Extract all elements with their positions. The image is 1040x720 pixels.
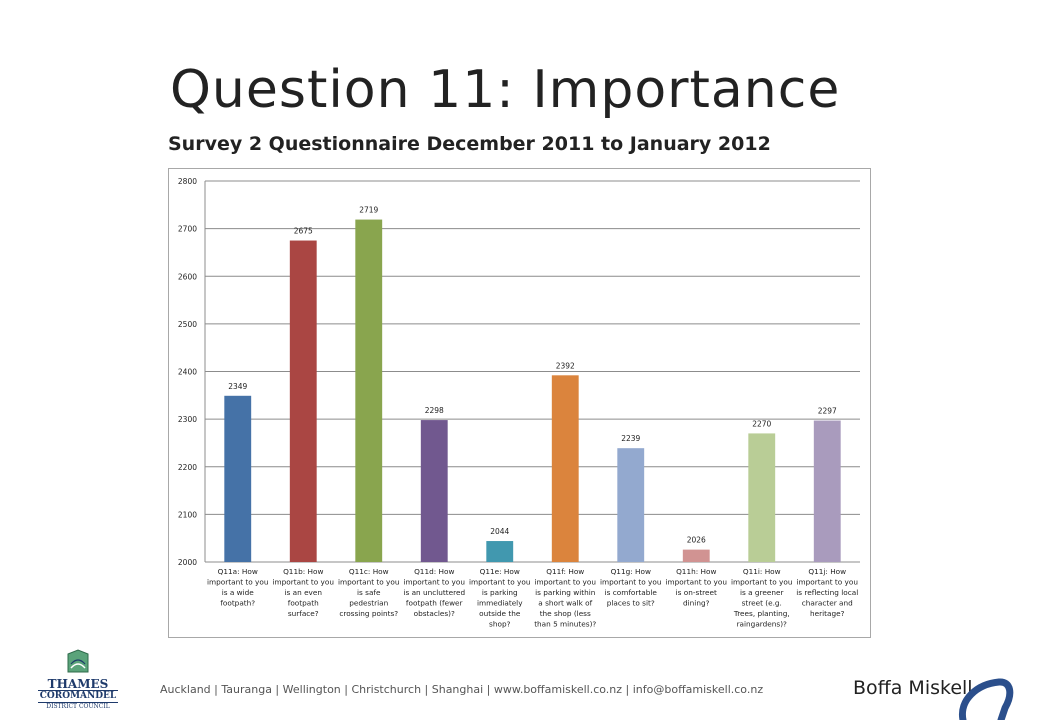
x-tick-label: outside the: [479, 609, 521, 618]
x-tick-label: is parking: [482, 588, 518, 597]
x-tick-label: Q11a: How: [218, 567, 258, 576]
data-label: 2675: [294, 227, 313, 236]
data-label: 2392: [556, 361, 575, 370]
y-tick-label: 2800: [178, 177, 197, 186]
data-label: 2719: [359, 206, 378, 215]
slide-title: Question 11: Importance: [170, 60, 841, 120]
data-label: 2349: [228, 382, 247, 391]
council-logo: THAMES COROMANDEL DISTRICT COUNCIL: [38, 648, 118, 714]
x-tick-label: than 5 minutes)?: [534, 620, 596, 629]
x-tick-label: important to you: [797, 578, 858, 587]
bar: [224, 395, 252, 562]
data-label: 2239: [621, 434, 640, 443]
x-tick-label: surface?: [288, 609, 319, 618]
x-tick-label: footpath (fewer: [406, 599, 463, 608]
x-tick-label: is a greener: [740, 588, 784, 597]
x-tick-label: pedestrian: [349, 599, 388, 608]
x-tick-label: is parking within: [535, 588, 595, 597]
data-label: 2298: [425, 406, 444, 415]
x-tick-label: Q11j: How: [808, 567, 846, 576]
bar: [289, 240, 317, 562]
x-tick-label: important to you: [207, 578, 268, 587]
bar: [748, 433, 776, 562]
x-tick-label: obstacles)?: [414, 609, 455, 618]
y-tick-label: 2300: [178, 415, 197, 424]
brand-swoosh-icon: [958, 678, 1014, 720]
x-tick-label: important to you: [404, 578, 465, 587]
x-tick-label: important to you: [535, 578, 596, 587]
x-tick-label: footpath: [288, 599, 319, 608]
x-tick-label: Q11f: How: [546, 567, 584, 576]
council-logo-line1: THAMES: [47, 677, 109, 691]
data-label: 2297: [818, 407, 837, 416]
y-tick-label: 2600: [178, 272, 197, 281]
bar: [682, 549, 710, 562]
bar: [486, 541, 514, 562]
x-tick-label: places to sit?: [607, 599, 655, 608]
y-tick-label: 2000: [178, 558, 197, 567]
x-tick-label: dining?: [683, 599, 710, 608]
x-tick-label: the shop (less: [540, 609, 591, 618]
slide-subtitle: Survey 2 Questionnaire December 2011 to …: [168, 133, 771, 155]
council-logo-line3: DISTRICT COUNCIL: [46, 703, 110, 710]
x-tick-label: shop?: [489, 620, 511, 629]
x-tick-label: heritage?: [810, 609, 845, 618]
brand-name: Boffa Miskell: [853, 677, 973, 699]
bar: [355, 219, 383, 563]
bar: [617, 448, 645, 562]
data-label: 2026: [687, 536, 706, 545]
footer-offices-text: Auckland | Tauranga | Wellington | Chris…: [160, 683, 764, 696]
x-tick-label: important to you: [338, 578, 399, 587]
x-tick-label: is comfortable: [605, 588, 658, 597]
x-tick-label: Q11c: How: [349, 567, 389, 576]
x-tick-label: Q11b: How: [283, 567, 323, 576]
data-label: 2044: [490, 527, 509, 536]
y-tick-label: 2100: [178, 510, 197, 519]
y-tick-label: 2500: [178, 320, 197, 329]
council-emblem-icon: [67, 649, 89, 673]
x-tick-label: character and: [802, 599, 853, 608]
x-tick-label: Q11d: How: [414, 567, 454, 576]
x-tick-label: immediately: [477, 599, 523, 608]
x-tick-label: important to you: [600, 578, 661, 587]
y-tick-label: 2400: [178, 368, 197, 377]
x-tick-label: is safe: [357, 588, 381, 597]
x-tick-label: crossing points?: [339, 609, 398, 618]
x-tick-label: Q11e: How: [480, 567, 520, 576]
x-tick-label: Q11g: How: [611, 567, 651, 576]
x-tick-label: important to you: [469, 578, 530, 587]
x-tick-label: Q11h: How: [676, 567, 716, 576]
x-tick-label: important to you: [731, 578, 792, 587]
x-tick-label: street (e.g.: [742, 599, 782, 608]
x-tick-label: Trees, planting,: [733, 609, 790, 618]
y-tick-label: 2200: [178, 463, 197, 472]
data-label: 2270: [752, 419, 771, 428]
bar: [420, 420, 448, 562]
x-tick-label: a short walk of: [538, 599, 592, 608]
x-tick-label: is reflecting local: [796, 588, 858, 597]
bar-chart: 2000 2100 2200 2300 2400 2500 2600 2700 2800 2349…: [178, 177, 860, 629]
council-logo-line2: COROMANDEL: [38, 690, 118, 703]
x-tick-label: is an even: [285, 588, 323, 597]
x-tick-label: footpath?: [220, 599, 255, 608]
x-tick-label: Q11i: How: [743, 567, 781, 576]
x-tick-label: important to you: [666, 578, 727, 587]
x-tick-label: is a wide: [222, 588, 255, 597]
y-tick-label: 2700: [178, 225, 197, 234]
x-tick-label: is on-street: [676, 588, 717, 597]
x-tick-label: raingardens)?: [737, 620, 787, 629]
x-tick-label: is an uncluttered: [403, 588, 465, 597]
bar: [551, 375, 579, 562]
x-tick-label: important to you: [273, 578, 334, 587]
chart-frame: 2000 2100 2200 2300 2400 2500 2600 2700 2800 2349…: [168, 168, 871, 638]
bar: [813, 420, 841, 562]
